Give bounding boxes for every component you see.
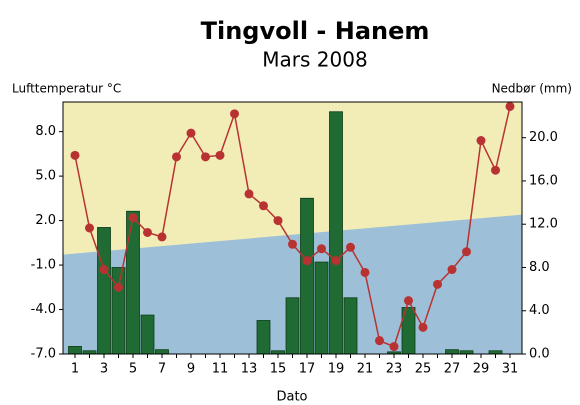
bar	[155, 349, 169, 355]
x-tick-label: 25	[415, 362, 432, 377]
bar	[140, 314, 155, 355]
x-tick-label: 19	[328, 362, 345, 377]
temperature-point	[491, 165, 500, 175]
chart-subtitle: Mars 2008	[262, 48, 367, 72]
temperature-point	[476, 136, 486, 146]
bar	[314, 261, 329, 355]
temperature-point	[418, 322, 428, 332]
bar	[285, 297, 300, 355]
y2-tick-label: 0.0	[529, 347, 550, 362]
y-tick-label: 8.0	[35, 124, 56, 139]
temperature-point	[447, 265, 457, 275]
temperature-point	[273, 216, 283, 226]
bar	[343, 297, 358, 355]
temperature-point	[346, 242, 355, 252]
temperature-point	[505, 101, 515, 111]
temperature-point	[157, 232, 167, 242]
temperature-point	[404, 296, 413, 306]
chart-title: Tingvoll - Hanem	[201, 17, 430, 45]
temperature-point	[99, 265, 109, 275]
temperature-point	[128, 213, 138, 223]
temperature-point	[331, 256, 341, 266]
bar	[256, 320, 271, 355]
x-axis-label: Dato	[276, 390, 307, 405]
temperature-point	[230, 109, 239, 119]
temperature-point	[317, 244, 326, 254]
y-axis-label: Lufttemperatur °C	[12, 82, 121, 96]
y2-tick-label: 12.0	[529, 217, 558, 232]
y-tick-label: 5.0	[35, 169, 56, 184]
x-tick-label: 31	[502, 362, 519, 377]
x-tick-label: 5	[129, 362, 137, 377]
temperature-point	[201, 152, 210, 162]
temperature-point	[302, 256, 312, 266]
y-tick-label: 2.0	[35, 213, 56, 228]
temperature-point	[215, 150, 225, 160]
temperature-point	[433, 279, 442, 289]
x-tick-label: 1	[71, 362, 79, 377]
temperature-point	[244, 189, 254, 199]
y2-tick-label: 4.0	[529, 303, 550, 318]
temperature-point	[114, 282, 123, 292]
temperature-point	[259, 201, 268, 211]
temperature-point	[375, 336, 384, 346]
x-tick-label: 29	[473, 362, 490, 377]
x-tick-label: 11	[212, 362, 229, 377]
y2-tick-label: 16.0	[529, 173, 558, 188]
y2-tick-label: 20.0	[529, 130, 558, 145]
x-tick-label: 17	[299, 362, 316, 377]
temperature-point	[360, 267, 370, 277]
bar	[300, 197, 314, 355]
temperature-point	[85, 223, 94, 233]
x-tick-label: 15	[270, 362, 287, 377]
bar	[111, 267, 126, 355]
temperature-point	[288, 239, 297, 249]
x-tick-label: 13	[241, 362, 258, 377]
temperature-point	[186, 128, 196, 138]
temperature-point	[70, 150, 80, 160]
x-tick-label: 9	[187, 362, 195, 377]
bar	[445, 349, 459, 355]
y-tick-label: -1.0	[31, 258, 56, 273]
temperature-point	[172, 152, 181, 162]
temperature-point	[143, 227, 152, 237]
x-tick-label: 21	[357, 362, 374, 377]
y-tick-label: -4.0	[31, 302, 56, 317]
bar	[97, 227, 111, 355]
x-tick-label: 27	[444, 362, 461, 377]
temperature-point	[389, 342, 399, 352]
x-tick-label: 23	[386, 362, 403, 377]
y2-axis-label: Nedbør (mm)	[492, 82, 572, 96]
temperature-point	[462, 247, 471, 257]
y-tick-label: -7.0	[31, 347, 56, 362]
y2-tick-label: 8.0	[529, 260, 550, 275]
plot-frame	[62, 101, 523, 355]
bar	[126, 210, 140, 355]
x-tick-label: 3	[100, 362, 108, 377]
bar	[68, 346, 82, 355]
x-tick-label: 7	[158, 362, 166, 377]
bar	[329, 111, 343, 355]
